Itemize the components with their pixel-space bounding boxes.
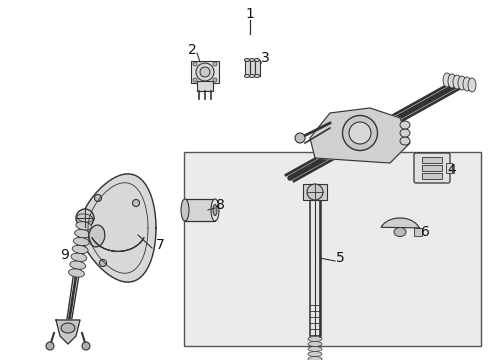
Bar — [445, 163, 451, 173]
Bar — [244, 60, 249, 76]
Ellipse shape — [342, 116, 377, 150]
Ellipse shape — [462, 77, 470, 91]
Ellipse shape — [244, 59, 249, 62]
Ellipse shape — [213, 204, 217, 216]
Ellipse shape — [249, 59, 254, 62]
Ellipse shape — [254, 59, 259, 62]
Ellipse shape — [94, 194, 102, 202]
Ellipse shape — [393, 228, 405, 237]
Ellipse shape — [306, 184, 323, 200]
Ellipse shape — [307, 342, 321, 346]
Bar — [413, 228, 421, 236]
Ellipse shape — [88, 225, 104, 247]
Ellipse shape — [249, 75, 254, 77]
Ellipse shape — [71, 253, 87, 261]
Text: 4: 4 — [447, 163, 455, 177]
Polygon shape — [80, 174, 156, 282]
Polygon shape — [309, 108, 409, 163]
FancyBboxPatch shape — [413, 153, 449, 183]
Ellipse shape — [132, 199, 139, 207]
Ellipse shape — [399, 137, 409, 145]
Ellipse shape — [61, 323, 75, 333]
Ellipse shape — [75, 230, 90, 238]
Ellipse shape — [196, 63, 214, 81]
Ellipse shape — [193, 62, 197, 66]
Bar — [183, 152, 480, 346]
Ellipse shape — [210, 199, 219, 221]
Bar — [197, 81, 213, 91]
Ellipse shape — [307, 337, 321, 342]
Ellipse shape — [72, 245, 88, 253]
Ellipse shape — [307, 351, 321, 356]
Ellipse shape — [442, 73, 450, 87]
Ellipse shape — [193, 78, 197, 82]
Ellipse shape — [399, 129, 409, 137]
Text: 8: 8 — [215, 198, 224, 212]
Ellipse shape — [200, 67, 209, 77]
Ellipse shape — [307, 346, 321, 351]
Bar — [303, 184, 326, 200]
Ellipse shape — [181, 199, 189, 221]
Ellipse shape — [82, 342, 90, 350]
Text: 6: 6 — [420, 225, 428, 239]
Bar — [249, 60, 254, 76]
Bar — [254, 60, 259, 76]
Ellipse shape — [244, 75, 249, 77]
Ellipse shape — [46, 342, 54, 350]
Text: 2: 2 — [187, 43, 196, 57]
Ellipse shape — [77, 214, 93, 222]
Ellipse shape — [213, 62, 217, 66]
Ellipse shape — [307, 356, 321, 360]
Ellipse shape — [73, 238, 89, 246]
Ellipse shape — [70, 261, 85, 269]
Ellipse shape — [76, 209, 94, 227]
Bar — [184, 199, 215, 221]
Ellipse shape — [399, 121, 409, 129]
Polygon shape — [380, 218, 418, 228]
Ellipse shape — [457, 76, 465, 90]
Bar — [191, 61, 219, 83]
Ellipse shape — [254, 75, 259, 77]
Bar — [421, 165, 441, 171]
Ellipse shape — [76, 222, 92, 230]
Ellipse shape — [213, 78, 217, 82]
Ellipse shape — [68, 269, 84, 277]
Ellipse shape — [467, 78, 475, 92]
Ellipse shape — [348, 122, 370, 144]
Ellipse shape — [452, 75, 460, 89]
Text: 3: 3 — [260, 51, 269, 65]
Text: 9: 9 — [61, 248, 69, 262]
Bar — [421, 157, 441, 163]
Ellipse shape — [294, 133, 305, 143]
Text: 1: 1 — [245, 7, 254, 21]
Text: 7: 7 — [155, 238, 164, 252]
Text: 5: 5 — [335, 251, 344, 265]
Ellipse shape — [99, 260, 106, 266]
Bar — [421, 173, 441, 179]
Ellipse shape — [447, 74, 455, 88]
Polygon shape — [56, 320, 80, 344]
